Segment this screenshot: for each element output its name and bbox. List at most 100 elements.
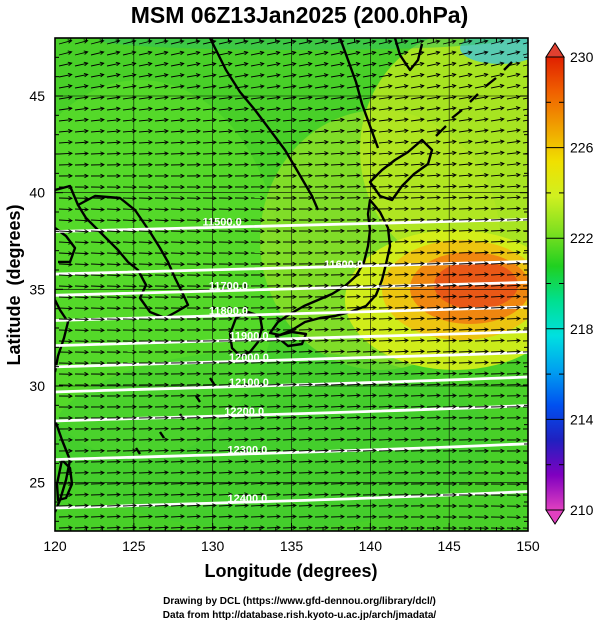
wind-arrow (202, 349, 217, 355)
wind-arrow (490, 294, 505, 299)
wind-arrow (314, 95, 329, 100)
wind-arrow (250, 73, 265, 78)
wind-arrow (346, 39, 361, 45)
wind-arrow (346, 106, 361, 111)
wind-arrow (282, 50, 297, 56)
wind-arrow (266, 481, 281, 486)
wind-arrow (266, 162, 281, 167)
wind-arrow (266, 393, 281, 398)
wind-arrow (378, 50, 393, 56)
wind-arrow (58, 262, 73, 267)
wind-arrow (218, 73, 233, 78)
wind-arrow (522, 384, 528, 386)
wind-arrow (490, 338, 505, 343)
wind-arrow (394, 39, 409, 45)
wind-arrow (122, 295, 137, 300)
wind-arrow (250, 448, 265, 453)
wind-arrow (330, 73, 345, 78)
wind-arrow (154, 294, 169, 300)
wind-arrow (138, 173, 153, 179)
wind-arrow (282, 106, 297, 112)
x-tick-label: 145 (437, 538, 461, 554)
x-axis: 120 125 130 135 140 145 150 (43, 38, 540, 554)
wind-arrow (74, 295, 89, 300)
wind-arrow (314, 437, 329, 442)
wind-arrow (506, 470, 521, 476)
wind-arrow (442, 492, 457, 498)
wind-arrow (90, 295, 105, 300)
wind-arrow (410, 106, 425, 111)
wind-arrow (266, 294, 281, 300)
wind-arrow (266, 503, 281, 508)
wind-arrow (362, 173, 377, 178)
wind-arrow (474, 470, 489, 476)
wind-arrow (154, 117, 169, 123)
wind-arrow (394, 283, 409, 288)
wind-arrow (426, 261, 441, 266)
wind-arrow (442, 206, 457, 211)
wind-arrow (186, 195, 201, 201)
wind-arrow (506, 195, 521, 200)
wind-arrow (250, 338, 265, 343)
wind-arrow (138, 162, 153, 167)
wind-arrow (250, 514, 265, 519)
wind-arrow (218, 129, 233, 134)
wind-arrow (138, 140, 153, 145)
wind-arrow (266, 492, 281, 497)
wind-arrow (458, 184, 473, 189)
wind-arrow (410, 283, 425, 288)
wind-arrow (474, 404, 489, 409)
wind-arrow (186, 316, 201, 322)
wind-arrow (314, 250, 329, 256)
wind-arrow (490, 50, 505, 56)
wind-arrow (362, 162, 377, 167)
wind-arrow (506, 83, 521, 89)
wind-arrow (330, 514, 345, 519)
wind-arrow (170, 503, 185, 508)
wind-arrow (378, 371, 393, 376)
wind-arrow (250, 195, 265, 201)
wind-arrow (218, 305, 233, 311)
wind-arrow (234, 492, 249, 497)
wind-arrow (426, 316, 441, 321)
wind-arrow (458, 393, 473, 398)
wind-arrow (362, 382, 377, 387)
wind-arrow (202, 382, 217, 387)
wind-arrow (346, 162, 361, 167)
wind-arrow (154, 284, 169, 289)
wind-arrow (234, 514, 249, 519)
wind-arrow (394, 73, 409, 78)
wind-arrow (506, 50, 521, 56)
wind-arrow (234, 261, 249, 267)
coastline-taiwan (55, 458, 74, 502)
wind-arrow (122, 273, 137, 278)
wind-arrow (218, 470, 233, 475)
wind-arrow (282, 316, 297, 321)
wind-arrow (74, 360, 89, 366)
wind-arrow (458, 106, 473, 111)
wind-arrow (410, 404, 425, 409)
wind-arrow (122, 84, 137, 89)
wind-arrow (474, 393, 489, 398)
wind-arrow (378, 305, 393, 310)
wind-arrow (378, 206, 393, 212)
wind-arrow (170, 173, 185, 179)
wind-arrow (362, 250, 377, 255)
wind-arrow (394, 272, 409, 277)
wind-arrow (346, 50, 361, 56)
wind-arrow (250, 261, 265, 267)
wind-arrow (474, 95, 489, 100)
wind-arrow (298, 195, 313, 201)
wind-arrow (330, 228, 345, 234)
wind-arrow (266, 349, 281, 354)
wind-arrow (74, 95, 89, 100)
wind-arrow (474, 327, 489, 332)
colorbar-max-arrow (545, 42, 565, 58)
wind-arrow (106, 404, 121, 410)
wind-arrow (250, 39, 265, 45)
wind-arrow (346, 316, 361, 321)
wind-arrow (362, 371, 377, 376)
wind-arrow (490, 239, 505, 244)
wind-arrow (314, 371, 329, 376)
wind-arrow (522, 318, 528, 320)
